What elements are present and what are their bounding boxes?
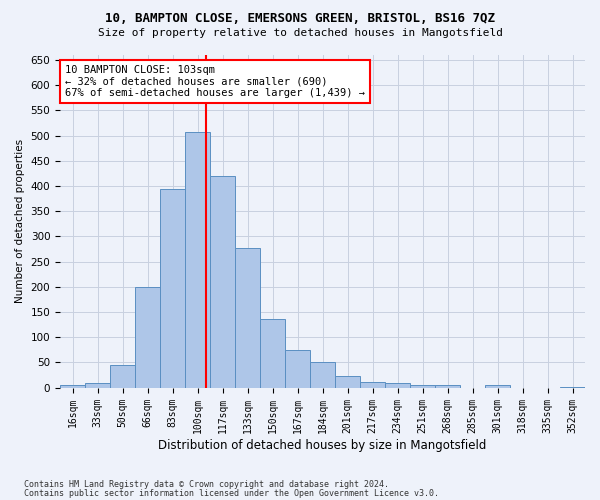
Text: 10 BAMPTON CLOSE: 103sqm
← 32% of detached houses are smaller (690)
67% of semi-: 10 BAMPTON CLOSE: 103sqm ← 32% of detach…: [65, 65, 365, 98]
Bar: [235, 248, 260, 388]
Bar: [160, 188, 185, 388]
Text: Size of property relative to detached houses in Mangotsfield: Size of property relative to detached ho…: [97, 28, 503, 38]
Bar: [485, 384, 510, 388]
Bar: [335, 376, 360, 388]
Bar: [385, 382, 410, 388]
Bar: [135, 287, 160, 388]
Bar: [260, 318, 285, 388]
Text: Contains HM Land Registry data © Crown copyright and database right 2024.: Contains HM Land Registry data © Crown c…: [24, 480, 389, 489]
Bar: [210, 176, 235, 388]
Bar: [185, 132, 210, 388]
Bar: [410, 384, 435, 388]
Bar: [60, 385, 85, 388]
Text: Contains public sector information licensed under the Open Government Licence v3: Contains public sector information licen…: [24, 488, 439, 498]
Bar: [85, 382, 110, 388]
Bar: [285, 350, 310, 388]
X-axis label: Distribution of detached houses by size in Mangotsfield: Distribution of detached houses by size …: [158, 440, 487, 452]
Bar: [110, 365, 135, 388]
Bar: [310, 362, 335, 388]
Y-axis label: Number of detached properties: Number of detached properties: [15, 139, 25, 304]
Bar: [560, 386, 585, 388]
Bar: [360, 382, 385, 388]
Bar: [435, 385, 460, 388]
Text: 10, BAMPTON CLOSE, EMERSONS GREEN, BRISTOL, BS16 7QZ: 10, BAMPTON CLOSE, EMERSONS GREEN, BRIST…: [105, 12, 495, 26]
